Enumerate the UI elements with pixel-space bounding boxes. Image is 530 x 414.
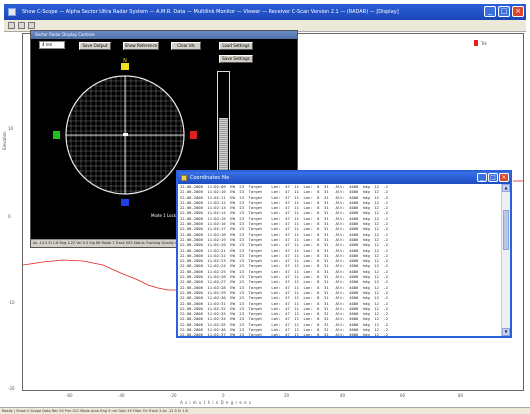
range-select[interactable]: 4 nm [39,41,65,49]
coordinates-text[interactable]: 22.08.2006 11:02:09 EW 23 Target Lat: 47… [178,184,501,336]
close-button[interactable]: × [512,6,524,17]
open-icon[interactable] [8,22,15,29]
coordinates-line: 22.08.2006 11:02:34 EW 23 Target Lat: 47… [180,316,389,322]
y-axis-label: Elevation [2,131,7,150]
track-line [23,259,178,291]
scrollbar[interactable]: ▲ ▼ [501,184,510,336]
legend-label: Trk [481,40,487,46]
marker-top-label: N [123,58,127,64]
main-title-bar[interactable]: Show C-Scope — Alpha Sector Ultra Radar … [4,4,526,20]
x-tick: 0 [222,393,225,398]
radar-caption: Mode 1 Locked 1.0 Pwr [151,213,198,218]
coordinates-line: 22.08.2006 11:02:26 EW 23 Target Lat: 47… [180,274,389,280]
marker-bottom[interactable] [121,199,129,206]
plot-svg [23,180,523,291]
coordinates-line: 22.08.2006 11:02:28 EW 23 Target Lat: 47… [180,284,389,290]
radar-scope[interactable]: N [33,51,213,231]
marker-right[interactable] [190,131,197,139]
y-tick: -20 [8,386,15,391]
y-tick: 10 [8,126,14,131]
maximize-button[interactable]: □ [498,6,510,17]
y-tick: -10 [8,300,15,305]
marker-left[interactable] [53,131,60,139]
coordinates-line: 22.08.2006 11:02:13 EW 23 Target Lat: 47… [180,205,389,211]
x-tick: 80 [458,393,464,398]
coordinates-line: 22.08.2006 11:02:10 EW 23 Target Lat: 47… [180,189,389,195]
coordinates-line: 22.08.2006 11:02:25 EW 23 Target Lat: 47… [180,268,389,274]
coordinates-line: 22.08.2006 11:02:35 EW 23 Target Lat: 47… [180,321,389,327]
scroll-down-button[interactable]: ▼ [502,328,510,336]
coordinates-line: 22.08.2006 11:02:17 EW 23 Target Lat: 47… [180,226,389,232]
coordinates-line: 22.08.2006 11:02:27 EW 23 Target Lat: 47… [180,279,389,285]
coordinates-line: 22.08.2006 11:02:22 EW 23 Target Lat: 47… [180,252,389,258]
show-reference-button[interactable]: Show Reference [123,42,159,50]
x-tick: 60 [400,393,406,398]
y-tick: 0 [8,214,11,219]
coordinates-line: 22.08.2006 11:02:32 EW 23 Target Lat: 47… [180,305,389,311]
x-tick: -20 [170,393,177,398]
x-tick: -40 [118,393,125,398]
main-window-title: Show C-Scope — Alpha Sector Ultra Radar … [22,9,399,15]
coordinates-title-bar[interactable]: Coordinates file _ □ × [178,172,510,184]
coordinates-line: 22.08.2006 11:02:12 EW 23 Target Lat: 47… [180,199,389,205]
coordinates-line: 22.08.2006 11:02:16 EW 23 Target Lat: 47… [180,221,389,227]
coordinates-line: 22.08.2006 11:02:19 EW 23 Target Lat: 47… [180,236,389,242]
minimize-button[interactable]: _ [477,173,487,182]
coordinates-line: 22.08.2006 11:02:36 EW 23 Target Lat: 47… [180,327,389,333]
coordinates-title: Coordinates file [190,175,230,181]
radar-title-bar[interactable]: Sector Radar Display Controls [31,31,297,39]
save-settings-button[interactable]: Save Settings [219,55,253,63]
print-icon[interactable] [28,22,35,29]
coordinates-line: 22.08.2006 11:02:30 EW 23 Target Lat: 47… [180,295,389,301]
coordinates-window: Coordinates file _ □ × 22.08.2006 11:02:… [176,170,512,338]
marker-top[interactable] [121,63,129,70]
scroll-up-button[interactable]: ▲ [502,184,510,192]
coordinates-line: 22.08.2006 11:02:14 EW 23 Target Lat: 47… [180,210,389,216]
radar-status: Az -12.5 El 1.8 Rng 4.22 Vel 0.5 Sig 88 … [31,239,297,247]
clear-ids-button[interactable]: Clear Ids [171,42,201,50]
coordinates-line: 22.08.2006 11:02:33 EW 23 Target Lat: 47… [180,311,389,317]
status-bar: Ready | Show C-Scope Data Rec 00 Frm 012… [0,407,530,414]
x-tick: -60 [66,393,73,398]
close-button[interactable]: × [499,173,509,182]
x-tick: 40 [340,393,346,398]
save-output-button[interactable]: Save Output [79,42,111,50]
coordinates-line: 22.08.2006 11:02:11 EW 23 Target Lat: 47… [180,194,389,200]
coordinates-line: 22.08.2006 11:02:21 EW 23 Target Lat: 47… [180,247,389,253]
file-icon [181,175,187,181]
coordinates-line: 22.08.2006 11:02:37 EW 23 Target Lat: 47… [180,332,389,336]
app-icon [8,8,16,16]
radar-target [123,133,128,136]
load-settings-button[interactable]: Load Settings [219,42,253,50]
scroll-thumb[interactable] [503,210,509,250]
x-axis-label: A z i m u t h i n D e g r e e s [180,400,252,405]
x-tick: 20 [284,393,290,398]
coordinates-line: 22.08.2006 11:02:24 EW 23 Target Lat: 47… [180,263,389,269]
coordinates-line: 22.08.2006 11:02:29 EW 23 Target Lat: 47… [180,289,389,295]
coordinates-line: 22.08.2006 11:02:23 EW 23 Target Lat: 47… [180,258,389,264]
save-icon[interactable] [18,22,25,29]
legend: Trk [474,40,487,46]
coordinates-line: 22.08.2006 11:02:20 EW 23 Target Lat: 47… [180,242,389,248]
gain-bar-fill [219,117,228,209]
legend-swatch [474,40,478,46]
coordinates-line: 22.08.2006 11:02:09 EW 23 Target Lat: 47… [180,184,389,189]
coordinates-line: 22.08.2006 11:02:15 EW 23 Target Lat: 47… [180,215,389,221]
coordinates-window-controls: _ □ × [477,173,509,182]
main-window-controls: _ □ × [484,6,524,17]
maximize-button[interactable]: □ [488,173,498,182]
minimize-button[interactable]: _ [484,6,496,17]
coordinates-line: 22.08.2006 11:02:31 EW 23 Target Lat: 47… [180,300,389,306]
coordinates-line: 22.08.2006 11:02:18 EW 23 Target Lat: 47… [180,231,389,237]
